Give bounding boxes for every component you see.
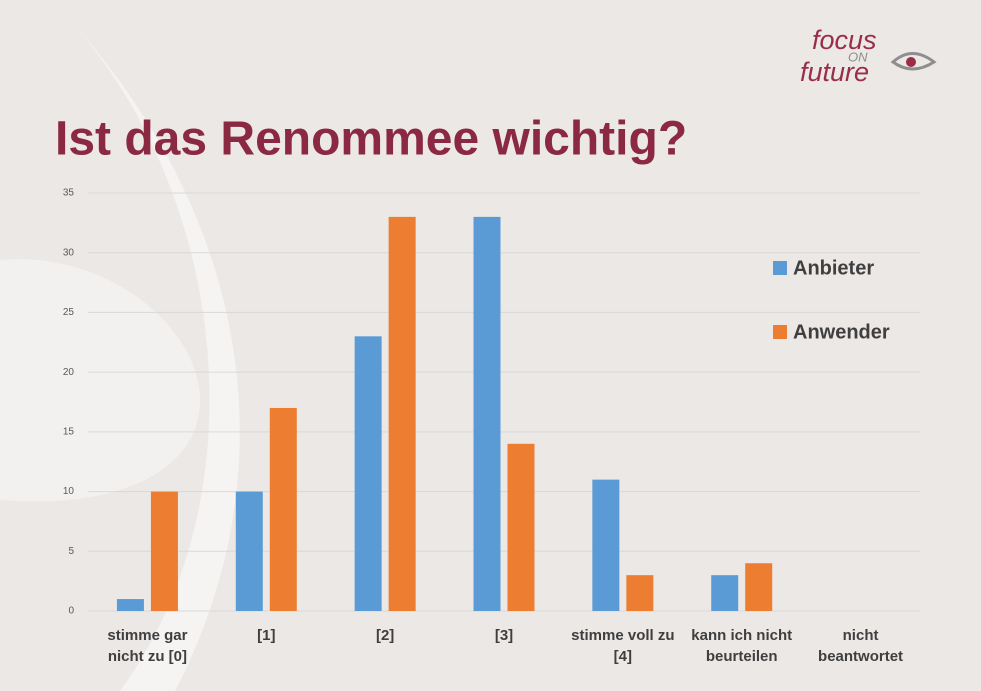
- bar: [235, 491, 263, 611]
- bar: [592, 479, 620, 611]
- bar: [388, 216, 416, 611]
- x-tick-label: stimme gar nicht zu [0]: [107, 627, 188, 665]
- bar: [354, 336, 382, 611]
- bar: [150, 491, 178, 611]
- logo-text: future: [800, 57, 869, 87]
- legend-label: Anwender: [793, 321, 890, 343]
- x-tick-label: [1]: [257, 627, 276, 644]
- y-tick-label: 15: [63, 426, 75, 437]
- logo-text: ON: [848, 49, 868, 64]
- decor-swoosh: [70, 20, 240, 691]
- y-tick-label: 10: [63, 486, 75, 497]
- bar: [116, 599, 144, 611]
- decor-circle: [0, 259, 200, 502]
- bar: [507, 443, 535, 611]
- y-tick-label: 25: [63, 307, 75, 318]
- bar: [711, 575, 739, 611]
- y-tick-label: 30: [63, 247, 75, 258]
- x-tick-label: kann ich nicht beurteilen: [691, 627, 793, 665]
- y-tick-label: 35: [63, 188, 75, 199]
- x-tick-label: [3]: [494, 627, 514, 644]
- bar: [626, 575, 654, 611]
- bar: [473, 216, 501, 611]
- bar: [745, 563, 773, 611]
- logo-text: focus: [812, 25, 877, 55]
- y-tick-label: 5: [68, 546, 74, 557]
- x-tick-label: stimme voll zu [4]: [571, 627, 675, 665]
- logo-eye: [890, 52, 937, 71]
- legend-swatch: [773, 261, 787, 275]
- bar: [269, 407, 297, 611]
- x-tick-label: nicht beantwortet: [818, 627, 904, 665]
- x-tick-label: [2]: [375, 627, 395, 644]
- y-tick-label: 20: [63, 367, 75, 378]
- legend-label: Anbieter: [793, 257, 874, 279]
- chart-title: Ist das Renommee wichtig?: [55, 113, 687, 166]
- y-tick-label: 0: [68, 606, 74, 617]
- legend-swatch: [773, 325, 787, 339]
